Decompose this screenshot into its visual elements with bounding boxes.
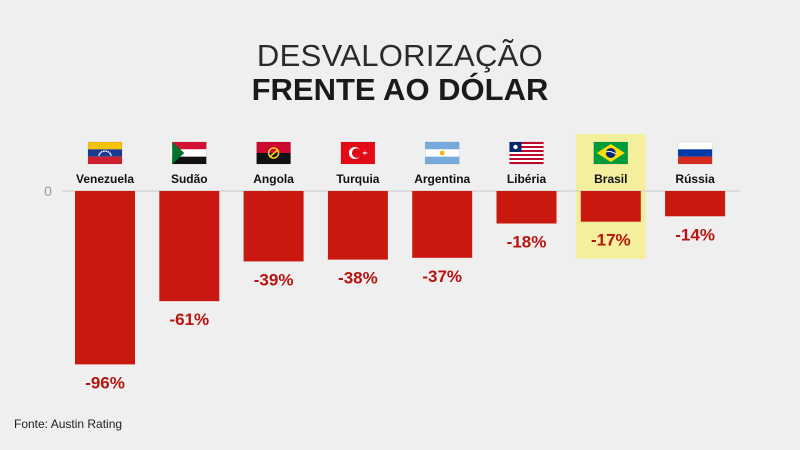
category-label-russia: Rússia xyxy=(675,172,715,186)
liberia-flag xyxy=(509,141,544,165)
bar-russia xyxy=(665,191,726,217)
bar-brasil xyxy=(580,191,641,222)
argentina-flag xyxy=(424,141,460,165)
bar-argentina xyxy=(412,191,473,258)
category-label-liberia: Libéria xyxy=(507,172,547,186)
sudan-flag xyxy=(172,141,207,165)
value-label-angola: -39% xyxy=(254,270,294,289)
russia-flag xyxy=(677,141,713,165)
value-label-argentina: -37% xyxy=(422,267,462,286)
bar-turquia xyxy=(327,191,388,260)
brazil-flag xyxy=(593,141,629,165)
value-label-sudao: -61% xyxy=(169,310,209,329)
category-label-brasil: Brasil xyxy=(594,172,627,186)
bar-venezuela xyxy=(75,191,135,365)
value-label-venezuela: -96% xyxy=(85,373,125,392)
bar-angola xyxy=(243,191,304,262)
category-label-angola: Angola xyxy=(253,172,294,186)
category-label-venezuela: Venezuela xyxy=(76,172,134,186)
value-label-turquia: -38% xyxy=(338,269,378,288)
value-label-liberia: -18% xyxy=(507,233,547,252)
venezuela-flag xyxy=(87,141,123,165)
category-label-argentina: Argentina xyxy=(414,172,470,186)
turkey-flag xyxy=(340,141,376,165)
category-label-turquia: Turquia xyxy=(336,172,379,186)
chart-title-line1: DESVALORIZAÇÃO xyxy=(256,38,544,73)
source-note: Fonte: Austin Rating xyxy=(14,417,123,431)
chart-title-line2: FRENTE AO DÓLAR xyxy=(251,72,549,107)
angola-flag xyxy=(256,141,291,165)
y-axis-zero-tick: 0 xyxy=(44,183,52,199)
bar-sudao xyxy=(159,191,220,302)
value-label-russia: -14% xyxy=(675,225,715,244)
bar-liberia xyxy=(496,191,557,224)
category-label-sudao: Sudão xyxy=(171,172,208,186)
value-label-brasil: -17% xyxy=(591,231,631,250)
